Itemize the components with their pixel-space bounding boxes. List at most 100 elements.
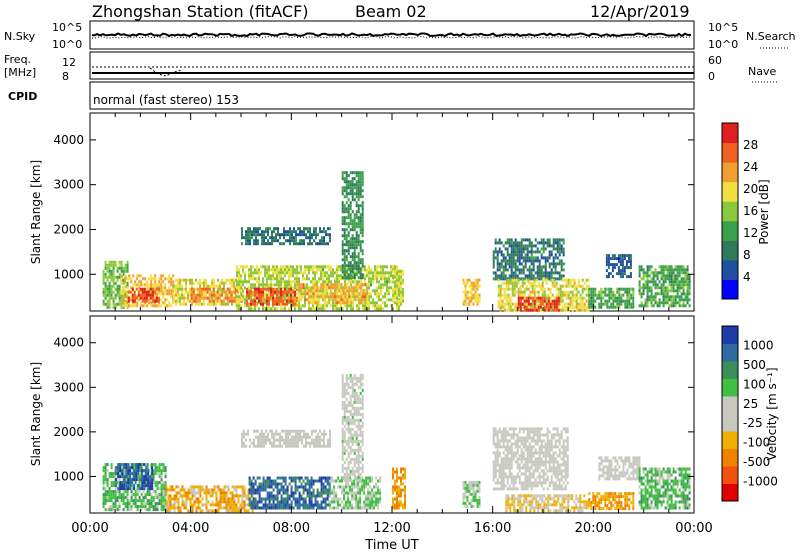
power-cell bbox=[541, 290, 544, 294]
power-cell bbox=[120, 263, 123, 267]
power-cell bbox=[519, 293, 522, 297]
power-cell bbox=[355, 186, 358, 190]
power-cell bbox=[361, 213, 364, 217]
power-cell bbox=[272, 271, 274, 275]
power-cell bbox=[666, 277, 669, 281]
power-cell bbox=[563, 293, 566, 297]
vel-cell bbox=[351, 479, 354, 483]
power-cell bbox=[285, 233, 287, 237]
vel-cell bbox=[351, 482, 354, 486]
power-cell bbox=[686, 283, 689, 287]
power-cell bbox=[382, 286, 384, 290]
power-cell bbox=[304, 304, 306, 308]
power-cell bbox=[347, 213, 350, 217]
power-cell bbox=[345, 276, 348, 280]
power-cell bbox=[326, 277, 328, 281]
power-cell bbox=[193, 281, 195, 285]
power-cell bbox=[322, 280, 324, 284]
power-cell bbox=[563, 308, 566, 312]
vel-cell bbox=[331, 479, 334, 483]
vel-cell bbox=[268, 482, 271, 486]
power-cell bbox=[336, 286, 339, 290]
power-cell bbox=[464, 296, 467, 300]
vel-cell bbox=[149, 487, 152, 491]
power-cell bbox=[166, 304, 169, 308]
power-cell bbox=[312, 271, 314, 275]
vel-cell bbox=[104, 475, 107, 479]
vel-cell bbox=[160, 472, 163, 476]
power-cell bbox=[266, 307, 268, 311]
power-cell bbox=[296, 283, 299, 287]
power-cell bbox=[500, 259, 503, 263]
power-cell bbox=[318, 265, 320, 269]
power-cell bbox=[556, 271, 559, 275]
power-cell bbox=[191, 299, 193, 303]
power-cell bbox=[312, 298, 315, 302]
power-cell bbox=[255, 239, 257, 243]
power-cell bbox=[270, 307, 272, 311]
vel-cell bbox=[268, 491, 271, 495]
vel-cell bbox=[213, 503, 216, 507]
power-cell bbox=[511, 302, 514, 306]
power-cell bbox=[604, 299, 607, 303]
power-cell bbox=[531, 281, 534, 285]
vel-cell bbox=[217, 506, 220, 510]
power-cell bbox=[189, 290, 191, 294]
vel-cell bbox=[256, 506, 259, 510]
vel-cell bbox=[138, 469, 141, 473]
power-cell bbox=[400, 272, 402, 276]
power-cell bbox=[255, 233, 257, 237]
power-cell bbox=[360, 286, 363, 290]
power-cell bbox=[112, 299, 115, 303]
power-cell bbox=[248, 296, 250, 300]
power-cell bbox=[112, 284, 115, 288]
power-cell bbox=[108, 266, 111, 270]
power-cell bbox=[360, 292, 362, 296]
power-cell bbox=[626, 299, 629, 303]
power-cell bbox=[382, 307, 384, 311]
power-cell bbox=[557, 287, 560, 291]
power-cell bbox=[510, 244, 513, 248]
power-cell bbox=[357, 219, 360, 223]
vel-cell bbox=[241, 500, 244, 504]
vel-cell bbox=[312, 494, 315, 498]
vel-cell bbox=[254, 497, 257, 501]
power-cell bbox=[638, 280, 641, 284]
power-cell bbox=[626, 305, 629, 309]
power-cell bbox=[349, 201, 352, 205]
power-cell bbox=[238, 286, 240, 290]
vel-cell bbox=[339, 497, 342, 501]
power-cell bbox=[320, 286, 323, 290]
vel-cell bbox=[140, 502, 143, 506]
power-cell bbox=[132, 301, 135, 305]
power-cell bbox=[347, 261, 350, 265]
vel-cell bbox=[156, 493, 159, 497]
vel-cell bbox=[199, 488, 202, 492]
power-cell bbox=[332, 292, 335, 296]
power-cell bbox=[214, 296, 217, 300]
power-cell bbox=[670, 274, 673, 278]
vel-cell bbox=[126, 493, 129, 497]
power-cell bbox=[551, 305, 554, 309]
power-cell bbox=[296, 304, 298, 308]
vel-cell bbox=[132, 499, 135, 503]
vel-cell bbox=[112, 475, 115, 479]
vel-cell bbox=[270, 506, 273, 510]
vel-cell bbox=[165, 491, 168, 495]
power-cell bbox=[500, 265, 503, 269]
power-cell bbox=[654, 268, 657, 272]
vel-cell bbox=[137, 463, 140, 467]
vel-cell bbox=[235, 494, 238, 498]
power-cell bbox=[630, 302, 633, 306]
power-cell bbox=[376, 265, 378, 269]
power-cell bbox=[343, 171, 346, 175]
vel-cell bbox=[123, 475, 126, 479]
power-cell bbox=[345, 240, 348, 244]
power-cell bbox=[256, 293, 258, 297]
power-cell bbox=[563, 302, 566, 306]
power-cell bbox=[288, 301, 290, 305]
power-cell bbox=[497, 299, 500, 303]
power-cell bbox=[336, 301, 339, 305]
power-cell bbox=[556, 277, 559, 281]
